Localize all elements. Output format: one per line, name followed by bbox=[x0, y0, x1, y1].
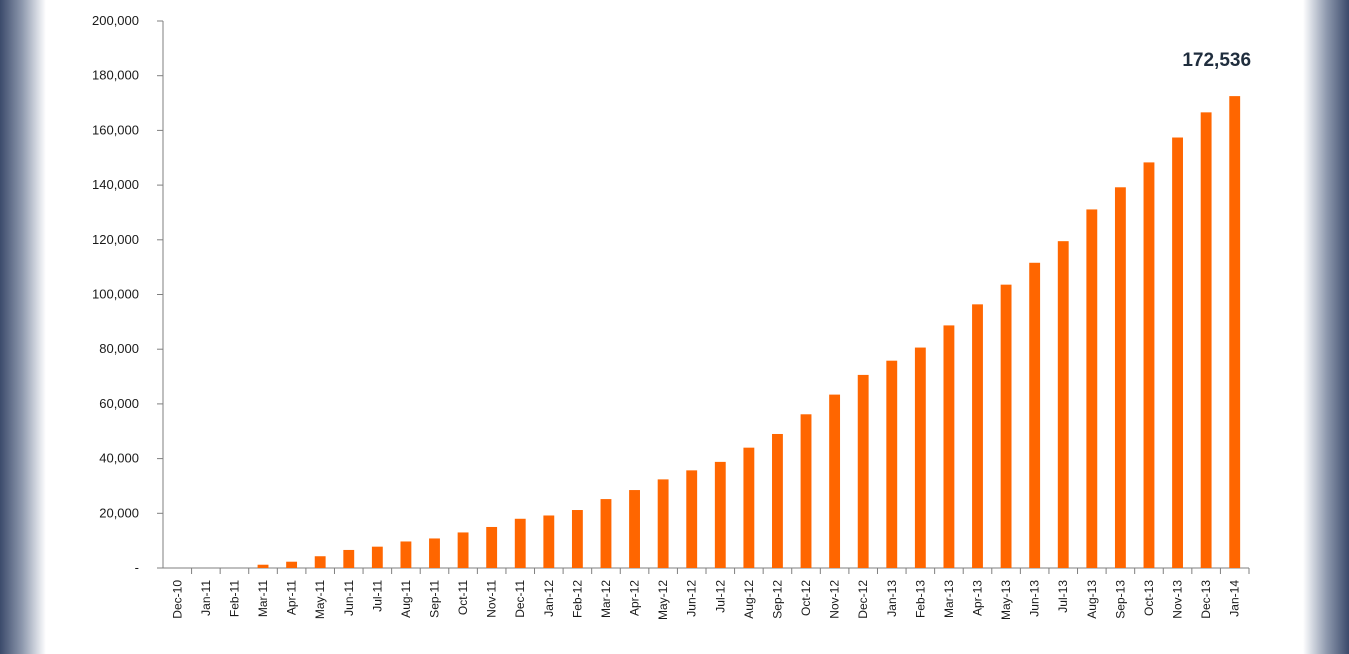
x-tick-label: Jun-12 bbox=[685, 580, 699, 617]
x-tick-label: May-12 bbox=[656, 580, 670, 620]
x-tick-label: Feb-13 bbox=[913, 580, 927, 618]
bar-jun-12 bbox=[686, 470, 698, 568]
bar-sep-12 bbox=[772, 433, 783, 568]
bar-jul-13 bbox=[1057, 241, 1069, 569]
bar-aug-12 bbox=[743, 447, 755, 568]
x-tick-label: Dec-13 bbox=[1199, 580, 1213, 619]
y-tick-label: 160,000 bbox=[92, 122, 139, 137]
x-tick-label: Dec-11 bbox=[513, 580, 527, 618]
x-tick-label: Sep-13 bbox=[1113, 580, 1127, 619]
x-tick-label: Feb-11 bbox=[227, 580, 241, 617]
x-tick-label: Aug-12 bbox=[742, 580, 756, 619]
bar-chart: - 20,000 40,000 60,000 80,000 100,000 120,000 1… bbox=[92, 13, 1251, 620]
x-tick-label: Jun-11 bbox=[342, 580, 356, 616]
bars bbox=[257, 96, 1241, 569]
x-tick-label: Jan-12 bbox=[542, 580, 556, 617]
bar-dec-13 bbox=[1200, 112, 1212, 568]
y-tick-label: 140,000 bbox=[92, 177, 139, 192]
x-axis bbox=[163, 567, 1250, 574]
y-axis: - 20,000 40,000 60,000 80,000 100,000 120,000 1… bbox=[92, 13, 164, 575]
bar-apr-12 bbox=[629, 490, 640, 568]
x-tick-label: May-11 bbox=[313, 580, 327, 619]
bar-jan-13 bbox=[886, 360, 898, 568]
x-tick-label: Sep-12 bbox=[770, 580, 784, 619]
bar-feb-12 bbox=[571, 510, 583, 568]
x-tick-label: Nov-12 bbox=[828, 580, 842, 619]
bar-oct-12 bbox=[800, 414, 812, 568]
x-tick-label: Apr-13 bbox=[971, 580, 985, 616]
bar-oct-13 bbox=[1143, 162, 1155, 568]
x-tick-label: Jul-11 bbox=[370, 580, 384, 612]
bar-apr-13 bbox=[972, 304, 983, 568]
bar-sep-11 bbox=[429, 538, 440, 568]
x-tick-label: Dec-10 bbox=[170, 580, 184, 619]
x-tick-label: Jan-13 bbox=[885, 580, 899, 617]
x-tick-label: May-13 bbox=[999, 580, 1013, 620]
bar-apr-11 bbox=[286, 561, 298, 568]
bar-dec-11 bbox=[514, 518, 526, 568]
bar-jul-11 bbox=[371, 546, 383, 568]
y-tick-label: 80,000 bbox=[99, 341, 139, 356]
bar-mar-13 bbox=[943, 325, 955, 568]
y-tick-label: 120,000 bbox=[92, 232, 139, 247]
bar-jun-13 bbox=[1029, 262, 1041, 568]
bar-mar-12 bbox=[600, 499, 612, 568]
y-tick-label: - bbox=[135, 560, 139, 575]
x-tick-label: Jan-11 bbox=[199, 580, 213, 616]
x-tick-label: Jul-12 bbox=[713, 580, 727, 613]
bar-mar-11 bbox=[257, 564, 269, 568]
bar-oct-11 bbox=[457, 532, 469, 568]
last-value-label: 172,536 bbox=[1182, 50, 1251, 71]
x-tick-label: Feb-12 bbox=[570, 580, 584, 618]
bar-may-12 bbox=[657, 479, 669, 568]
bar-jan-14 bbox=[1229, 96, 1241, 568]
bar-may-11 bbox=[314, 556, 326, 568]
x-tick-label: Aug-13 bbox=[1085, 580, 1099, 619]
x-tick-label: Mar-12 bbox=[599, 580, 613, 618]
bar-aug-11 bbox=[400, 541, 412, 568]
chart-container: - 20,000 40,000 60,000 80,000 100,000 120,000 1… bbox=[46, 0, 1303, 654]
x-tick-label: Mar-11 bbox=[256, 580, 270, 617]
x-tick-label: Sep-11 bbox=[428, 580, 442, 618]
bar-dec-12 bbox=[857, 374, 869, 568]
x-tick-label: Nov-11 bbox=[485, 580, 499, 618]
x-tick-label: Nov-13 bbox=[1171, 580, 1185, 619]
x-tick-labels: Dec-10 Jan-11 Feb-11 Mar-11 Apr-11 May-11 Jun-… bbox=[170, 580, 1241, 620]
x-tick-label: Oct-13 bbox=[1142, 580, 1156, 616]
y-tick-label: 40,000 bbox=[99, 451, 139, 466]
x-tick-label: Apr-11 bbox=[285, 580, 299, 615]
bar-nov-11 bbox=[486, 526, 498, 568]
y-tick-label: 60,000 bbox=[99, 396, 139, 411]
bar-may-13 bbox=[1000, 284, 1012, 568]
y-tick-label: 200,000 bbox=[92, 13, 139, 28]
x-tick-label: Aug-11 bbox=[399, 580, 413, 618]
x-tick-label: Jul-13 bbox=[1056, 580, 1070, 613]
x-tick-label: Apr-12 bbox=[628, 580, 642, 616]
bar-aug-13 bbox=[1086, 209, 1098, 568]
x-tick-label: Jun-13 bbox=[1028, 580, 1042, 617]
x-tick-label: Mar-13 bbox=[942, 580, 956, 618]
bar-sep-13 bbox=[1114, 187, 1126, 568]
x-tick-label: Dec-12 bbox=[856, 580, 870, 619]
bar-jul-12 bbox=[714, 461, 726, 568]
x-tick-label: Oct-11 bbox=[456, 580, 470, 615]
x-tick-label: Jan-14 bbox=[1228, 580, 1242, 617]
bar-nov-12 bbox=[829, 394, 841, 568]
y-tick-label: 180,000 bbox=[92, 68, 139, 83]
bar-jun-11 bbox=[343, 549, 355, 568]
bar-jan-12 bbox=[543, 515, 555, 568]
bar-nov-13 bbox=[1172, 137, 1183, 569]
x-tick-label: Oct-12 bbox=[799, 580, 813, 616]
y-tick-label: 100,000 bbox=[92, 287, 139, 302]
y-tick-label: 20,000 bbox=[99, 505, 139, 520]
bar-feb-13 bbox=[914, 347, 926, 568]
